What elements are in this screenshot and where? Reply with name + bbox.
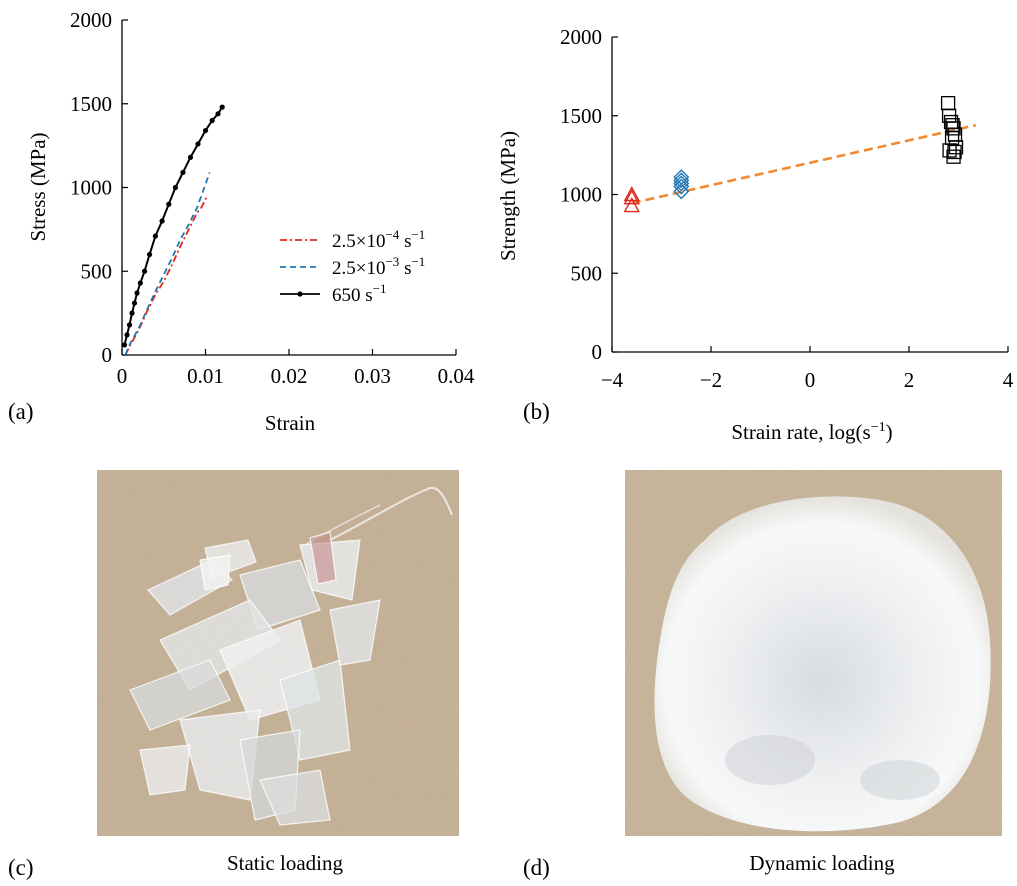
series-point — [152, 233, 158, 239]
series-point — [202, 127, 209, 134]
x-tick-label: 2 — [904, 368, 915, 392]
series-point — [187, 154, 194, 160]
legend-entry: 2.5×10−3 s−1 — [332, 254, 425, 279]
panel-d-label: (d) — [523, 855, 550, 880]
diamond-point — [673, 172, 690, 189]
panel-a-axes — [121, 20, 456, 356]
series-point — [146, 251, 153, 258]
legend-marker — [297, 291, 303, 297]
series-point — [134, 290, 140, 296]
y-tick-label: 0 — [592, 340, 603, 364]
series-point — [219, 104, 225, 110]
panel-b-ticks: −4 −2 0 2 4 0 500 1000 1500 2000 — [560, 25, 1014, 392]
panel-a-label: (a) — [8, 399, 34, 424]
square-point — [947, 144, 962, 160]
series-line-0 — [124, 195, 208, 356]
series-point — [124, 332, 130, 338]
legend-entry: 650 s−1 — [332, 281, 387, 306]
y-tick-label: 1000 — [70, 176, 112, 200]
x-tick-label: 0 — [805, 368, 816, 392]
panel-b-fit-line — [631, 123, 977, 205]
glass-shards — [129, 531, 381, 826]
x-tick-label: 0.03 — [354, 364, 391, 388]
y-tick-label: 1000 — [560, 183, 602, 207]
y-tick-label: 0 — [102, 343, 113, 367]
panel-a-xlabel: Strain — [265, 411, 316, 435]
panel-c-label: (c) — [8, 855, 34, 880]
panel-a-ylabel: Stress (MPa) — [26, 132, 50, 241]
series-point — [195, 141, 201, 147]
x-tick-label: 0.04 — [438, 364, 475, 388]
x-tick-label: 0.01 — [187, 364, 224, 388]
panel-b-series — [623, 96, 964, 213]
panel-d-dynamic-photo: (d) Dynamic loading — [523, 470, 1002, 880]
x-tick-label: 0.02 — [271, 364, 308, 388]
y-tick-label: 500 — [81, 259, 113, 283]
series-point — [215, 111, 221, 117]
series-point — [121, 342, 128, 348]
diamond-point — [673, 169, 690, 186]
triangle-point — [623, 197, 640, 213]
y-tick-label: 1500 — [560, 104, 602, 128]
x-tick-label: −2 — [700, 368, 722, 392]
y-tick-label: 1500 — [70, 92, 112, 116]
panel-a-series — [121, 104, 225, 356]
series-point — [180, 169, 186, 176]
legend-entry: 2.5×10−4 s−1 — [332, 227, 425, 252]
square-point — [946, 149, 961, 164]
panel-c-static-photo: (c) Static loading — [8, 470, 459, 880]
series-line-1 — [124, 172, 211, 356]
diamond-point — [673, 178, 690, 195]
diamond-point — [673, 175, 690, 192]
panel-b-axes — [611, 37, 1008, 353]
x-tick-label: 0 — [117, 364, 128, 388]
fiber-strand — [329, 486, 453, 541]
series-point — [126, 322, 133, 328]
triangle-point — [623, 186, 640, 202]
y-tick-label: 2000 — [560, 25, 602, 49]
y-tick-label: 2000 — [70, 8, 112, 32]
series-point — [131, 300, 138, 306]
series-line-2 — [123, 106, 224, 346]
series-point — [137, 280, 143, 286]
series-point — [129, 310, 135, 316]
series-point — [209, 117, 215, 124]
series-point — [141, 268, 148, 274]
panel-b-label: (b) — [523, 399, 550, 424]
fit-line — [631, 123, 977, 205]
panel-c-caption: Static loading — [227, 851, 344, 875]
x-tick-label: −4 — [601, 368, 624, 392]
series-point — [172, 184, 179, 191]
x-tick-label: 4 — [1003, 368, 1014, 392]
panel-a-ticks: 0 0.01 0.02 0.03 0.04 0 500 1000 1500 2000 — [70, 8, 475, 388]
triangle-point — [623, 189, 640, 205]
panel-b-ylabel: Strength (MPa) — [496, 131, 520, 261]
series-point — [159, 218, 165, 224]
panel-a-stress-strain-chart: 0 0.01 0.02 0.03 0.04 0 500 1000 1500 2000 Strain… — [8, 8, 475, 435]
square-point — [940, 96, 956, 111]
powder-heap — [654, 496, 991, 832]
panel-b-xlabel: Strain rate, log(s−1) — [731, 420, 892, 444]
y-tick-label: 500 — [571, 261, 603, 285]
panel-b-strength-strainrate-chart: −4 −2 0 2 4 0 500 1000 1500 2000 Strain rate, log… — [496, 25, 1014, 444]
panel-d-caption: Dynamic loading — [749, 851, 895, 875]
series-point — [166, 201, 172, 207]
